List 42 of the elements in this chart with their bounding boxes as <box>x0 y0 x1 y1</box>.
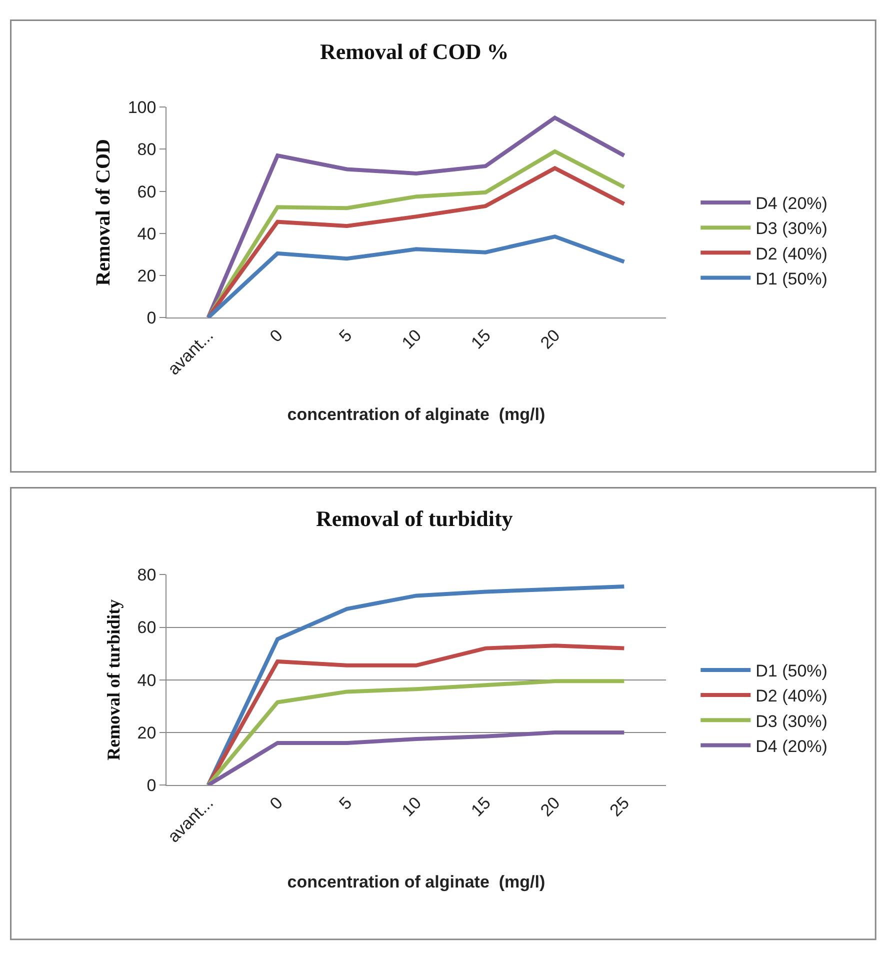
line-series <box>206 584 626 786</box>
legend-label: D4 (20%) <box>756 194 828 214</box>
chart-title: Removal of COD % <box>320 39 509 64</box>
y-tick-label: 40 <box>137 224 156 244</box>
y-tick-label: 20 <box>137 723 156 742</box>
line-series <box>206 644 626 786</box>
x-tick-label: 5 <box>336 326 356 346</box>
y-tick-label: 0 <box>146 776 156 796</box>
y-tick-label: 20 <box>137 266 156 286</box>
y-tick-label: 60 <box>137 182 156 202</box>
x-tick-label: 25 <box>606 793 634 820</box>
x-tick-label: 10 <box>398 793 426 820</box>
x-axis-title: concentration of alginate (mg/l) <box>287 405 546 424</box>
legend-label: D3 (30%) <box>756 219 828 238</box>
y-tick-label: 60 <box>137 618 156 638</box>
legend-label: D2 (40%) <box>756 244 828 264</box>
y-tick-label: 80 <box>137 566 156 585</box>
x-tick-label: 5 <box>336 793 356 814</box>
x-tick-label: 0 <box>266 326 286 346</box>
legend-label: D2 (40%) <box>756 686 828 706</box>
x-tick-label: 15 <box>468 793 494 820</box>
x-tick-label: 0 <box>266 793 286 814</box>
y-axis-title: Removal of turbidity <box>104 599 124 760</box>
legend-label: D1 (50%) <box>756 269 828 288</box>
x-tick-label: 10 <box>398 326 426 353</box>
y-tick-label: 80 <box>137 140 156 160</box>
line-series <box>206 730 626 786</box>
chart-title: Removal of turbidity <box>316 506 513 531</box>
legend-label: D4 (20%) <box>756 736 828 756</box>
y-axis-title: Removal of COD <box>92 139 114 286</box>
y-tick-label: 0 <box>146 308 156 328</box>
line-series <box>206 679 626 786</box>
legend-label: D1 (50%) <box>756 662 828 681</box>
y-tick-label: 100 <box>128 98 156 118</box>
line-series <box>206 116 626 318</box>
x-tick-label: 20 <box>536 326 564 353</box>
x-axis-title: concentration of alginate (mg/l) <box>287 872 546 892</box>
x-tick-label: 15 <box>468 326 494 353</box>
line-series <box>206 234 626 318</box>
x-tick-label: 20 <box>536 793 564 820</box>
legend-label: D3 (30%) <box>756 712 828 731</box>
y-tick-label: 40 <box>137 670 156 690</box>
